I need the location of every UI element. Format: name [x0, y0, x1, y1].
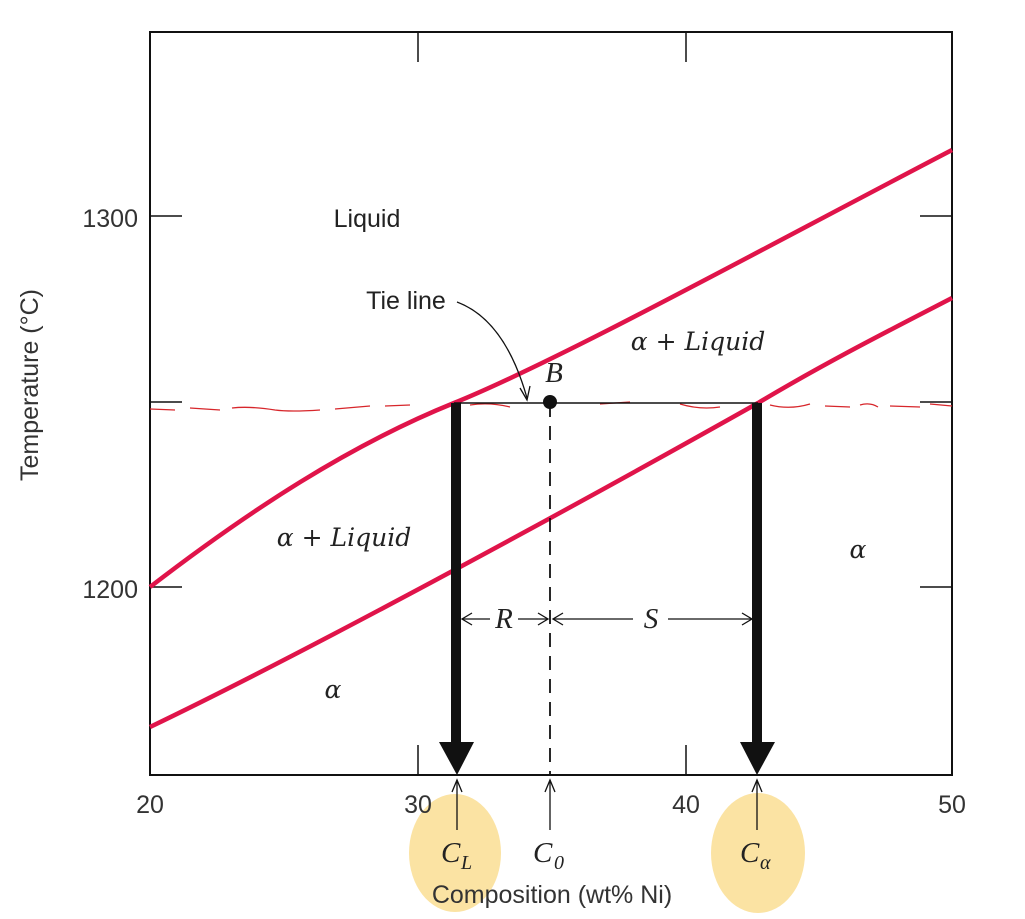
y-tick-1200: 1200 — [82, 576, 138, 604]
x-tick-30: 30 — [404, 791, 432, 819]
calpha-thick-arrow-shaft — [752, 403, 762, 745]
tick-marks — [150, 32, 952, 775]
y-axis-label: Temperature (°C) — [16, 289, 44, 481]
c-0-main: C — [533, 837, 553, 869]
cl-thick-arrow-head — [439, 742, 474, 775]
calpha-thick-arrow-head — [740, 742, 775, 775]
s-label: S — [644, 603, 659, 635]
region-alpha-right: α — [850, 535, 867, 564]
solidus-curve — [149, 296, 954, 730]
x-tick-40: 40 — [672, 791, 700, 819]
c-alpha-sub: α — [760, 852, 771, 874]
c-alpha-label: C α — [740, 837, 771, 874]
region-liquid: Liquid — [334, 205, 401, 233]
x-tick-20: 20 — [136, 791, 164, 819]
c-l-sub: L — [460, 852, 472, 874]
liquidus-curve — [148, 148, 954, 589]
c-l-main: C — [441, 837, 461, 869]
tie-line-pointer — [456, 301, 528, 399]
composition-pointers — [451, 778, 763, 830]
c-l-label: C L — [441, 837, 472, 874]
scribble-line — [149, 401, 953, 412]
point-b — [543, 395, 557, 409]
point-b-label: B — [545, 357, 563, 389]
x-axis-label: Composition (wt% Ni) — [432, 881, 672, 909]
highlight-calpha — [711, 793, 805, 913]
cl-thick-arrow-shaft — [451, 403, 461, 745]
c-0-label: C 0 — [533, 837, 564, 874]
c-0-sub: 0 — [554, 852, 564, 874]
y-tick-1300: 1300 — [82, 205, 138, 233]
region-alpha-lower: α — [325, 675, 342, 704]
tie-line-pointer-head — [519, 385, 531, 402]
dimension-arrows — [460, 612, 754, 626]
tie-line-label: Tie line — [366, 287, 446, 315]
c-alpha-main: C — [740, 837, 760, 869]
plot-frame — [149, 31, 953, 776]
region-alpha-liquid-upper: α + Liquid — [631, 327, 765, 356]
highlight-cl — [409, 794, 501, 912]
region-alpha-liquid-left: α + Liquid — [277, 523, 411, 552]
r-label: R — [494, 603, 513, 635]
x-tick-50: 50 — [938, 791, 966, 819]
